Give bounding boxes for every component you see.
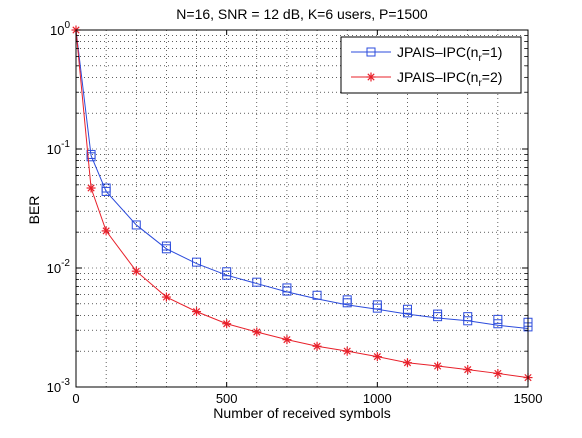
data-point-star	[101, 226, 111, 236]
x-tick-label: 1500	[514, 391, 543, 406]
data-point-star	[222, 319, 232, 329]
legend-box	[340, 36, 522, 94]
legend-item: JPAIS–IPC(nr=2)	[351, 69, 502, 89]
x-tick-label: 0	[72, 391, 79, 406]
legend-label: JPAIS–IPC(nr=2)	[397, 69, 502, 89]
data-point-star	[192, 307, 202, 317]
data-point-square	[252, 277, 262, 287]
data-point-star	[342, 346, 352, 356]
data-point-square	[282, 286, 292, 296]
data-point-square	[161, 244, 171, 254]
data-point-square	[402, 308, 412, 318]
data-point-square	[86, 152, 96, 162]
data-point-star	[161, 292, 171, 302]
data-point-star	[372, 352, 382, 362]
data-point-star	[433, 361, 443, 371]
data-point-square	[493, 319, 503, 329]
legend-item: JPAIS–IPC(nr=1)	[351, 44, 502, 64]
data-point-star	[312, 341, 322, 351]
data-point-square	[372, 303, 382, 313]
data-point-star	[86, 183, 96, 193]
data-point-star	[402, 358, 412, 368]
data-point-square	[312, 290, 322, 300]
data-point-star	[252, 327, 262, 337]
data-point-square	[463, 316, 473, 326]
chart-title: N=16, SNR = 12 dB, K=6 users, P=1500	[176, 6, 428, 22]
x-tick-label: 1000	[363, 391, 392, 406]
data-point-star	[282, 335, 292, 345]
data-point-square	[342, 298, 352, 308]
data-point-square	[192, 257, 202, 267]
plot-frame	[75, 29, 529, 388]
data-point-star	[493, 368, 503, 378]
legend-label: JPAIS–IPC(nr=1)	[397, 44, 502, 64]
data-point-star	[463, 365, 473, 375]
data-point-square	[131, 220, 141, 230]
data-point-star	[131, 266, 141, 276]
x-axis-title: Number of received symbols	[213, 405, 390, 421]
data-point-square	[366, 47, 376, 57]
legend: JPAIS–IPC(nr=1) JPAIS–IPC(nr=2)	[340, 36, 522, 94]
x-tick-label: 500	[216, 391, 238, 406]
data-point-square	[222, 270, 232, 280]
data-point-square	[101, 186, 111, 196]
series-1	[75, 29, 533, 332]
data-point-square	[433, 312, 443, 322]
y-axis-title: BER	[26, 196, 42, 225]
data-point-star	[366, 72, 376, 82]
